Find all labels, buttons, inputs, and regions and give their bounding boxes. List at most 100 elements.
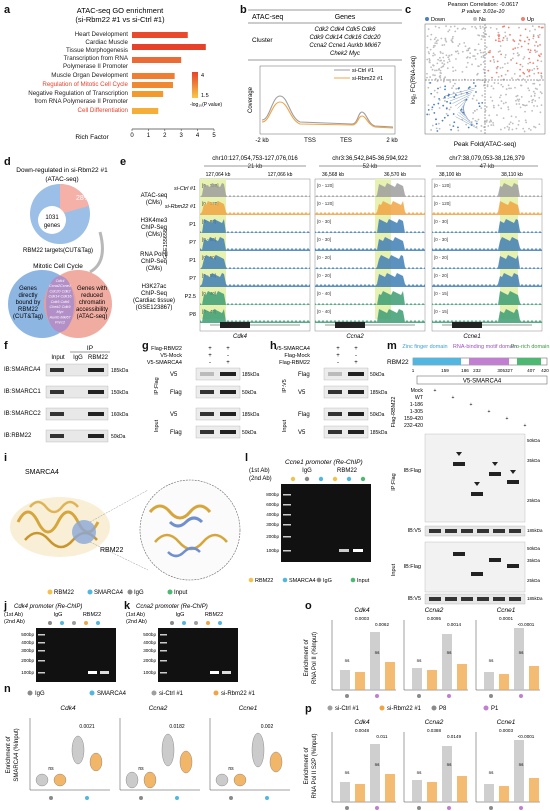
legend-label: RBM22 [54,590,75,596]
scatter-point [520,45,523,48]
scatter-point [457,87,460,90]
venn-gene: Chek2 Cdk9 [50,305,72,309]
legend-dot [316,577,322,583]
scatter-point [445,54,448,57]
scatter-point [528,74,531,77]
band [471,492,483,496]
track-label: H3K4me3 [141,218,168,224]
sign: + [336,353,340,359]
go-bar [132,82,173,88]
scatter-point [442,80,445,83]
scatter-point [511,77,513,80]
band [328,430,342,434]
gene-line-2: Cdk9 Cdk14 Cdk16 Cdc20 [309,35,381,41]
sign: + [506,416,509,422]
track-range: [0 - 20] [434,273,448,278]
scatter-point [525,121,528,124]
scatter-point [497,82,500,85]
scatter-point [487,125,490,127]
scatter-point [495,28,498,30]
scatter-point [430,33,433,36]
gene-callout [454,96,470,107]
band-arrow [456,452,462,456]
ladder-band [38,672,45,674]
scatter-point [528,89,531,92]
go-term-label: Tissue Morphogenesis [66,47,128,54]
stat-p1: 0.0003 [499,728,513,733]
scatter-point [426,35,429,38]
scatter-point [482,36,485,38]
y-axis-label: log₂ FC(RNA-seq) [411,56,417,104]
gel-title: Cdk4 promoter (Re-ChIP) [14,604,82,610]
scatter-point [523,56,526,58]
scatter-point [482,56,485,59]
construct-label: Flag-Mock [284,353,310,359]
band [328,372,342,376]
rbm22-label: RBM22 [83,612,101,618]
scatter-point [540,26,543,29]
legend-label: si-Rbm22 #1 [387,706,422,712]
scatter-point [461,50,464,53]
ladder-label: 400bp [266,512,279,517]
scatter-point [434,42,437,45]
scatter-point [492,87,495,90]
lane-dot [290,476,296,482]
scatter-point [471,63,473,66]
blot-strip [323,407,369,421]
scatter-point [529,51,531,54]
scatter-point [497,35,500,38]
track-signal [315,291,425,305]
scatter-point [499,40,502,43]
bar [427,782,437,802]
scatter-point [527,48,530,51]
scatter-point [483,126,485,129]
scatter-point [452,113,455,115]
scatter-point [540,72,543,75]
scatter-point [536,67,539,70]
group-dot [85,796,89,800]
scatter-point [451,66,454,69]
blot-strip [45,363,109,377]
smarca4-enrichment-panel: Enrichment of SMARCA4 (%Input) Cdk4 ns 0.0… [6,705,290,800]
scatter-point [503,126,506,129]
scatter-point [475,91,477,93]
stat-ns: ns [345,770,351,775]
gene-name: Ccne1 [463,334,480,340]
group-dot [345,694,349,698]
legend-rbm: si-Rbm22 #1 [352,76,383,82]
scatter-point [449,81,452,83]
scatter-point [537,36,540,39]
x-tick-label: 3 [180,133,184,139]
scatter-point [476,72,479,75]
venn-pct: 28% [76,195,90,202]
size-marker: 50kDa [527,546,541,551]
residue-pos: 232 [473,368,481,373]
venn-count: 1031 [45,215,59,221]
scatter-point [502,117,505,120]
s2p-enrichment-panel: si-Ctrl #1 si-Rbm22 #1 P8 P1 Enrichment of … [304,705,540,810]
scatter-point [435,69,438,72]
xtick-tss: TSS [304,138,316,144]
legend-label: Input [357,578,370,584]
scatter-point [472,82,475,84]
scatter-point [538,55,541,58]
band [445,529,457,533]
scatter-point [447,56,450,59]
scatter-point [472,94,475,97]
scatter-point [430,66,432,69]
scatter-point [437,87,439,90]
scatter-point [455,87,458,90]
panel-label-o: o [305,600,312,612]
legend-dot [127,589,133,595]
panel-label-h: h [270,340,277,352]
scatter-point [446,100,448,103]
track-range: [0 - 30] [434,219,448,224]
gene-callout [456,114,476,127]
band [200,412,214,416]
scatter-point [526,36,529,39]
scatter-point [463,41,466,44]
scatter-point [449,25,452,28]
scatter-point [457,126,459,129]
scatter-point [480,107,483,110]
scatter-point [534,99,537,102]
